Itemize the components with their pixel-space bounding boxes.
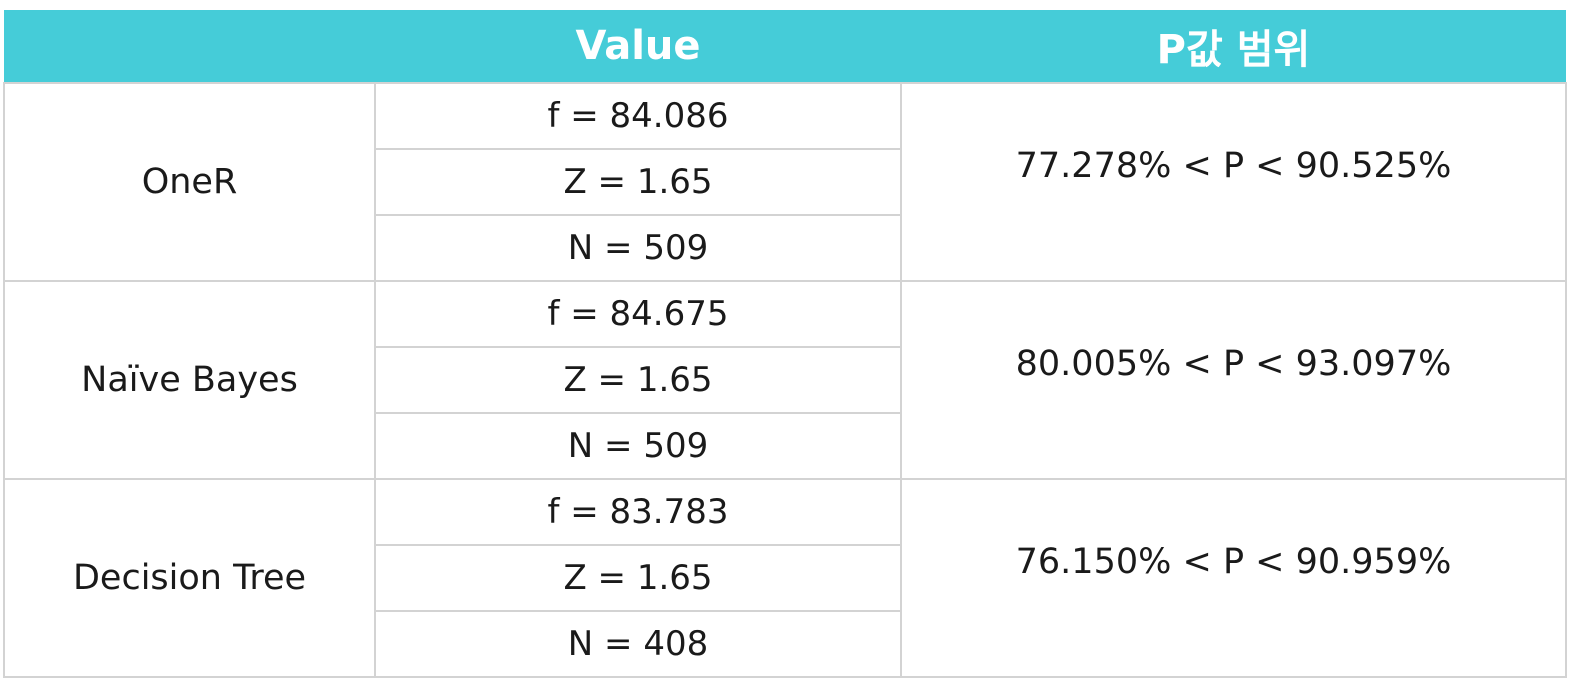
value-cell: Z = 1.65 [374,148,902,216]
value-cell: f = 84.675 [374,280,902,348]
table-row: Z = 1.65 [4,148,1566,216]
header-cell-p-range: P값 범위 [901,10,1566,83]
value-cell: N = 509 [374,214,902,282]
value-cell: Z = 1.65 [374,346,902,414]
model-name-cell: Naïve Bayes [3,280,376,480]
table-row: Naïve Bayes f = 84.675 80.005% < P < 93.… [3,280,1567,480]
p-range-cell: 80.005% < P < 93.097% [900,280,1567,480]
p-range-cell: 76.150% < P < 90.959% [900,478,1567,678]
header-cell-value: Value [375,10,901,83]
table-body: OneR f = 84.086 77.278% < P < 90.525% Z … [3,82,1567,678]
p-range-cell: 77.278% < P < 90.525% [900,82,1567,282]
table-row: N = 509 [4,412,1566,480]
table-row: N = 408 [4,610,1566,678]
table-row: OneR f = 84.086 77.278% < P < 90.525% [3,82,1567,282]
value-cell: f = 83.783 [374,478,902,546]
header-row: Value P값 범위 [4,10,1566,83]
value-cell: N = 408 [374,610,902,678]
header-cell-model [4,10,375,83]
value-cell: f = 84.086 [374,82,902,150]
table-row: N = 509 [4,214,1566,282]
table-row: Z = 1.65 [4,346,1566,414]
value-cell: N = 509 [374,412,902,480]
model-name-cell: OneR [3,82,376,282]
value-cell: Z = 1.65 [374,544,902,612]
results-table: Value P값 범위 OneR f = 84.086 77.278% < P … [3,10,1567,678]
table-header: Value P값 범위 [4,10,1566,83]
model-name-cell: Decision Tree [3,478,376,678]
table-row: Z = 1.65 [4,544,1566,612]
table-row: Decision Tree f = 83.783 76.150% < P < 9… [3,478,1567,678]
